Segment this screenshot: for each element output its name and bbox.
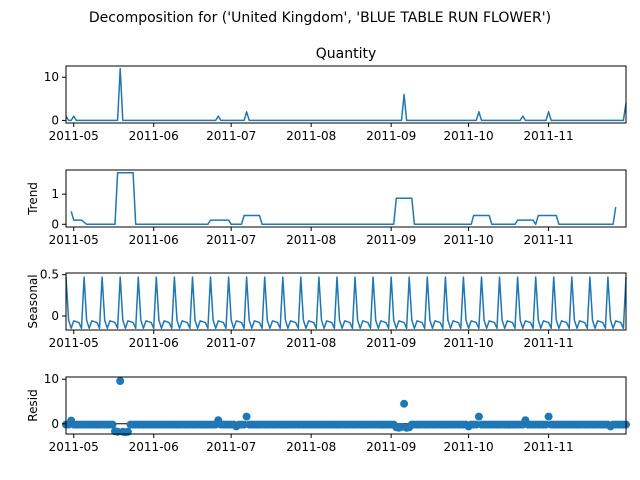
x-tick-label: 2011-08 bbox=[286, 233, 336, 247]
axes-frame bbox=[65, 169, 627, 228]
resid-point bbox=[544, 412, 553, 421]
x-tick-label: 2011-05 bbox=[49, 233, 99, 247]
x-tick-label: 2011-08 bbox=[286, 129, 336, 143]
x-tick-label: 2011-08 bbox=[286, 440, 336, 454]
plot-area bbox=[65, 276, 627, 330]
resid-point bbox=[123, 427, 132, 436]
x-tick-label: 2011-07 bbox=[206, 233, 256, 247]
x-tick-label: 2011-08 bbox=[286, 336, 336, 350]
series-line bbox=[70, 171, 617, 226]
x-tick-label: 2011-11 bbox=[524, 440, 574, 454]
y-tick-label: 1 bbox=[51, 187, 59, 201]
x-tick-label: 2011-06 bbox=[129, 233, 179, 247]
axes-frame bbox=[65, 65, 627, 124]
x-tick-label: 2011-05 bbox=[49, 336, 99, 350]
y-tick-label: 0.5 bbox=[40, 268, 59, 282]
y-tick-label: 10 bbox=[44, 70, 59, 84]
y-tick-label: 0 bbox=[51, 417, 59, 431]
y-axis-label: Seasonal bbox=[26, 274, 40, 328]
panel-1: Quantity 0 10 2011-05 2011-06 2011-07 2011-08 2… bbox=[44, 46, 627, 143]
y-tick-label: 10 bbox=[44, 372, 59, 386]
panel-3: Seasonal 0 0.5 2011-05 2011-06 2011-07 2011-08… bbox=[26, 268, 627, 350]
x-tick-label: 2011-09 bbox=[366, 233, 416, 247]
resid-point bbox=[108, 420, 117, 429]
y-tick-label: 0 bbox=[51, 113, 59, 127]
x-tick-label: 2011-07 bbox=[206, 129, 256, 143]
x-tick-label: 2011-05 bbox=[49, 440, 99, 454]
x-tick-label: 2011-06 bbox=[129, 336, 179, 350]
x-tick-label: 2011-10 bbox=[444, 440, 494, 454]
x-tick-label: 2011-09 bbox=[366, 336, 416, 350]
plot-area bbox=[70, 171, 617, 226]
panel-title: Quantity bbox=[316, 46, 377, 62]
x-tick-label: 2011-06 bbox=[129, 440, 179, 454]
plot-area bbox=[62, 377, 630, 437]
panel-4: Resid 0 10 2011-05 2011-06 2011-07 2011-08 2011… bbox=[26, 372, 630, 454]
resid-point bbox=[474, 412, 483, 421]
x-tick-label: 2011-09 bbox=[366, 129, 416, 143]
x-tick-label: 2011-07 bbox=[206, 440, 256, 454]
x-tick-label: 2011-10 bbox=[444, 336, 494, 350]
x-tick-label: 2011-11 bbox=[524, 336, 574, 350]
y-tick-label: 0 bbox=[51, 217, 59, 231]
series-line bbox=[65, 67, 627, 122]
resid-point bbox=[242, 412, 251, 421]
figure-suptitle: Decomposition for ('United Kingdom', 'BL… bbox=[89, 10, 551, 26]
panel-2: Trend 0 1 2011-05 2011-06 2011-07 2011-08 2011-… bbox=[26, 169, 627, 247]
series-line bbox=[65, 276, 627, 330]
axes-frame bbox=[65, 376, 627, 435]
x-tick-label: 2011-06 bbox=[129, 129, 179, 143]
x-tick-label: 2011-10 bbox=[444, 233, 494, 247]
x-tick-label: 2011-10 bbox=[444, 129, 494, 143]
x-tick-label: 2011-07 bbox=[206, 336, 256, 350]
x-tick-label: 2011-09 bbox=[366, 440, 416, 454]
y-axis-label: Resid bbox=[26, 389, 40, 421]
x-tick-label: 2011-05 bbox=[49, 129, 99, 143]
resid-point bbox=[116, 377, 125, 385]
y-tick-label: 0 bbox=[51, 309, 59, 323]
x-tick-label: 2011-11 bbox=[524, 233, 574, 247]
axes-frame bbox=[65, 272, 627, 331]
resid-point bbox=[400, 399, 409, 408]
x-tick-label: 2011-11 bbox=[524, 129, 574, 143]
plot-area bbox=[65, 67, 627, 122]
y-axis-label: Trend bbox=[26, 182, 40, 216]
